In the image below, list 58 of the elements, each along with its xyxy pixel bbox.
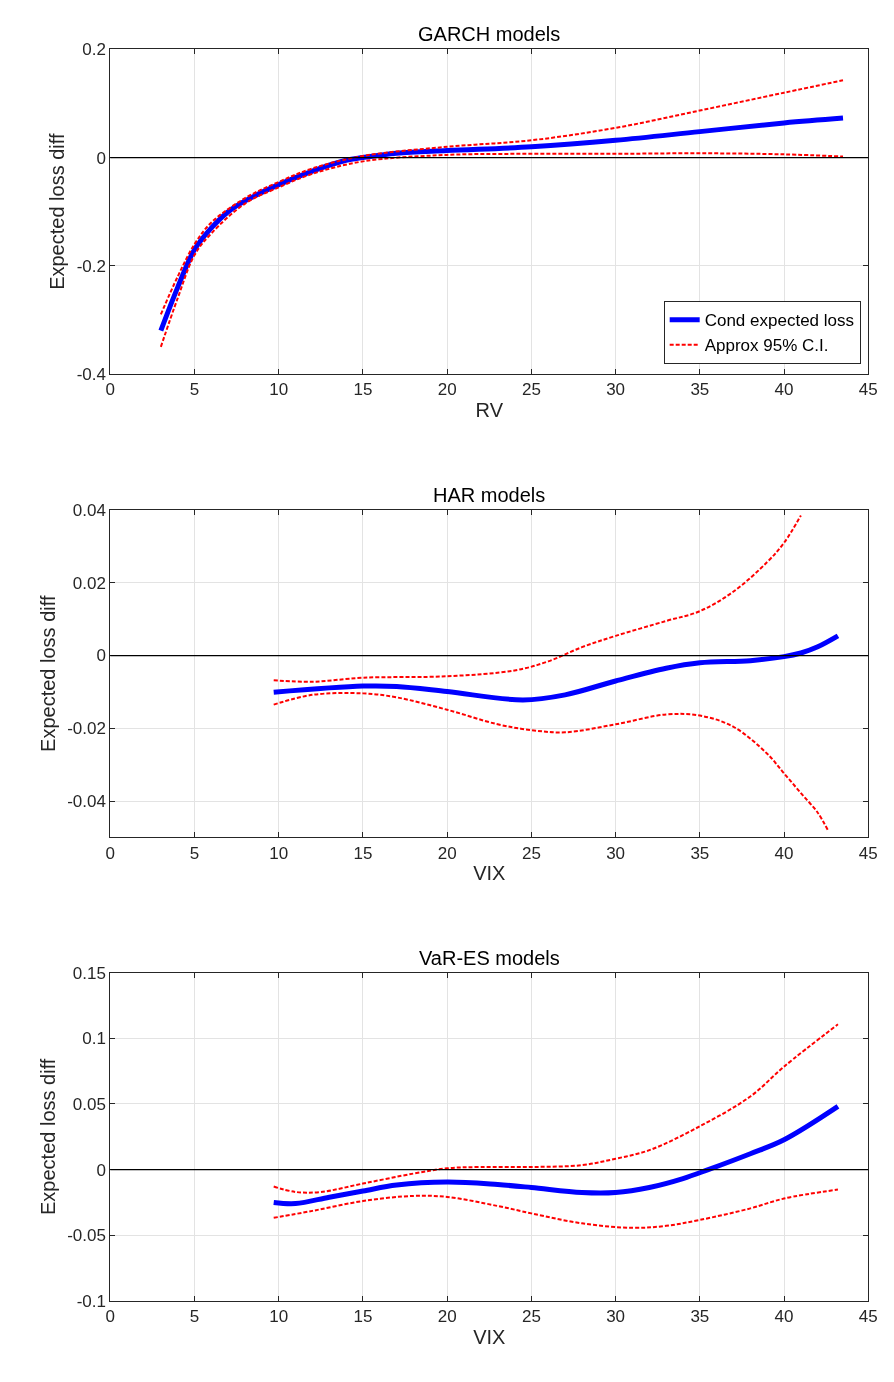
chart-title: HAR models [433, 484, 546, 506]
line-series [272, 1188, 839, 1229]
y-tick-label: -0.02 [67, 719, 106, 739]
y-tick-label: 0.02 [72, 573, 106, 593]
legend-label: Cond expected loss [704, 311, 855, 331]
y-axis-title: Expected loss diff [36, 595, 59, 752]
line-series [272, 514, 802, 683]
line-series [272, 1023, 839, 1194]
y-tick-label: -0.05 [67, 1226, 106, 1246]
x-tick-label: 35 [690, 1307, 710, 1327]
x-tick-label: 45 [858, 380, 878, 400]
x-tick-label: 40 [774, 380, 794, 400]
x-tick-label: 45 [858, 1307, 878, 1327]
y-tick-label: -0.04 [67, 792, 106, 812]
x-tick-label: 40 [774, 843, 794, 863]
y-tick-label: 0.05 [72, 1094, 106, 1114]
x-tick-label: 30 [606, 380, 626, 400]
legend-label: Approx 95% C.I. [704, 336, 829, 356]
x-tick-label: 25 [521, 380, 541, 400]
y-tick-label: -0.2 [76, 256, 106, 276]
x-tick-label: 10 [269, 380, 289, 400]
x-tick-label: 25 [521, 1307, 541, 1327]
y-tick-label: -0.1 [76, 1291, 106, 1311]
y-tick-label: 0 [96, 148, 106, 168]
x-tick-label: 20 [437, 843, 457, 863]
x-tick-label: 15 [353, 843, 373, 863]
chart-title: GARCH models [418, 23, 561, 45]
line-series [272, 691, 829, 832]
y-tick-label: 0 [96, 646, 106, 666]
y-axis-title: Expected loss diff [46, 133, 69, 290]
y-tick-label: 0.04 [72, 500, 106, 520]
line-series [159, 79, 844, 316]
chart-title: VaR-ES models [419, 947, 560, 969]
y-tick-label: 0.2 [82, 40, 106, 60]
x-tick-label: 30 [606, 843, 626, 863]
x-tick-label: 15 [353, 1307, 373, 1327]
x-tick-label: 15 [353, 380, 373, 400]
x-tick-label: 35 [690, 380, 710, 400]
x-axis-title: VIX [473, 1325, 506, 1348]
x-tick-label: 5 [189, 380, 200, 400]
x-tick-label: 35 [690, 843, 710, 863]
x-tick-label: 30 [606, 1307, 626, 1327]
x-tick-label: 40 [774, 1307, 794, 1327]
x-axis-title: RV [475, 398, 504, 421]
x-tick-label: 10 [269, 843, 289, 863]
y-axis-title: Expected loss diff [36, 1058, 59, 1215]
x-tick-label: 5 [189, 1307, 200, 1327]
x-tick-label: 25 [521, 843, 541, 863]
x-tick-label: 5 [189, 843, 200, 863]
y-tick-label: 0.1 [82, 1029, 106, 1049]
x-tick-label: 20 [437, 1307, 457, 1327]
x-axis-title: VIX [473, 862, 506, 885]
y-tick-label: 0.15 [72, 963, 106, 983]
y-tick-label: -0.4 [76, 364, 106, 384]
x-tick-label: 10 [269, 1307, 289, 1327]
y-tick-label: 0 [96, 1160, 106, 1180]
x-tick-label: 20 [437, 380, 457, 400]
x-tick-label: 45 [858, 843, 878, 863]
